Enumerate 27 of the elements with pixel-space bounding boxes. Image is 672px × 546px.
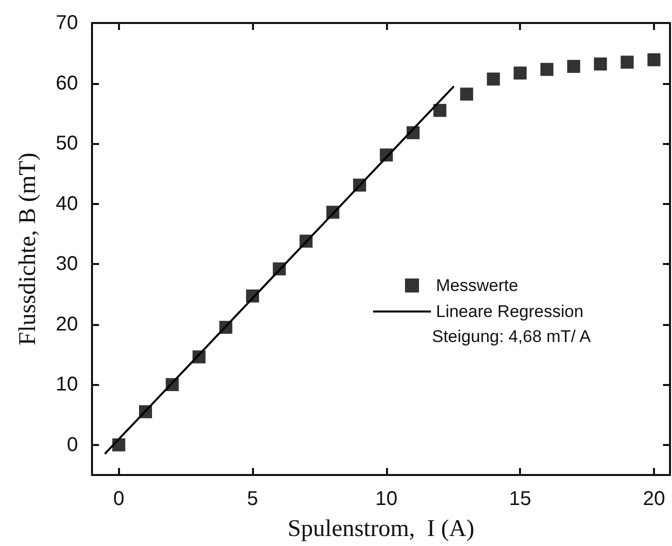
point xyxy=(540,62,554,76)
point xyxy=(486,72,500,86)
x-axis-title: Spulenstrom, I (A) xyxy=(288,516,474,542)
point xyxy=(514,66,527,80)
y-tick-label: 20 xyxy=(56,313,78,336)
y-tick-label: 70 xyxy=(56,12,78,34)
x-tick-label: 10 xyxy=(375,488,398,510)
point xyxy=(433,104,446,117)
x-tick-label: 0 xyxy=(113,488,124,510)
x-tick-label: 5 xyxy=(246,488,258,510)
y-tick-label: 40 xyxy=(56,192,78,215)
y-tick-label: 60 xyxy=(56,72,78,94)
x-tick-label: 20 xyxy=(642,488,666,510)
y-tick-label: 10 xyxy=(56,374,78,396)
y-axis-title: Flussdichte, B (mT) xyxy=(15,152,41,346)
point xyxy=(620,56,634,69)
point xyxy=(594,57,607,70)
legend-label: Messwerte xyxy=(436,276,518,295)
y-tick-label: 30 xyxy=(56,253,78,276)
x-tick-label: 15 xyxy=(509,488,532,510)
y-tick-label: 0 xyxy=(66,434,78,456)
point xyxy=(460,88,474,101)
annotation: Steigung: 4,68 mT/ A xyxy=(432,327,592,346)
legend-label: Lineare Regression xyxy=(436,302,584,321)
point xyxy=(567,60,580,73)
y-tick-label: 50 xyxy=(56,132,78,155)
point xyxy=(647,53,660,66)
